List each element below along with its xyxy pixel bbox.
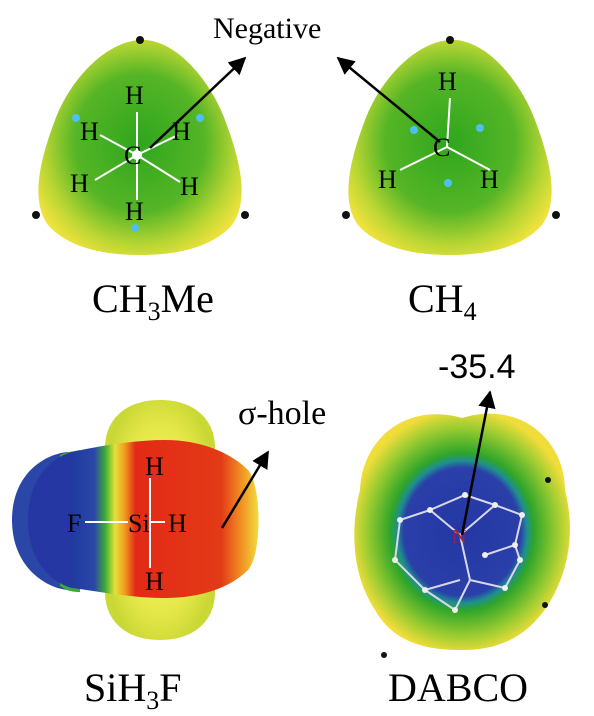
ch3me-c-label: C	[124, 141, 141, 170]
sih3f-caption-sub: 3	[146, 686, 160, 715]
sih3f-caption-tail: F	[159, 665, 182, 710]
ch3me-h-label: H	[70, 169, 89, 198]
ch3me-caption: CH3Me	[92, 275, 214, 327]
ch4-surface	[342, 36, 560, 255]
sih3f-surface	[12, 400, 259, 640]
ch3me-surface	[32, 36, 249, 255]
dabco-caption-text: DABCO	[388, 665, 529, 710]
sih3f-h-label: H	[145, 452, 164, 481]
sigma-hole-label: σ-hole	[238, 395, 326, 432]
sih3f-bonds	[85, 478, 165, 568]
ch3me-h-label: H	[180, 172, 199, 201]
ch4-h-dots	[410, 124, 484, 187]
ch3me-caption-sub: 3	[147, 297, 161, 326]
ch3me-carbon-dot	[132, 150, 142, 160]
ch3me-h-dots	[72, 114, 204, 232]
sigma-hole-arrow	[220, 450, 270, 529]
ch4-h-label: H	[438, 67, 457, 96]
ch3me-h-label: H	[125, 81, 144, 110]
negative-arrow-right	[336, 56, 441, 143]
ch4-bonds	[399, 97, 491, 171]
ch4-h-label: H	[480, 165, 499, 194]
sih3f-caption: SiH3F	[84, 664, 182, 716]
ch3me-h-label: H	[125, 197, 144, 226]
ch3me-bonds	[94, 112, 181, 200]
ch4-caption-sub: 4	[463, 297, 477, 326]
sih3f-f-label: F	[67, 509, 81, 538]
ch4-h-label: H	[378, 165, 397, 194]
negative-label: Negative	[213, 12, 321, 45]
sih3f-si-label: Si	[128, 509, 150, 538]
ch4-caption-main: CH	[408, 276, 464, 321]
ch4-caption: CH4	[408, 275, 477, 327]
dabco-caption: DABCO	[388, 664, 528, 711]
dabco-value-label: -35.4	[438, 348, 516, 386]
sih3f-h-label: H	[145, 567, 164, 596]
dabco-value-arrow	[460, 390, 496, 536]
dabco-atom-dots	[392, 492, 525, 613]
sih3f-h-label: H	[168, 509, 187, 538]
ch3me-h-label: H	[172, 117, 191, 146]
ch3me-h-label: H	[80, 117, 99, 146]
ch3me-caption-tail: Me	[160, 276, 214, 321]
ch3me-caption-main: CH	[92, 276, 148, 321]
negative-arrow-left	[149, 56, 247, 149]
sih3f-caption-main: SiH	[84, 665, 147, 710]
